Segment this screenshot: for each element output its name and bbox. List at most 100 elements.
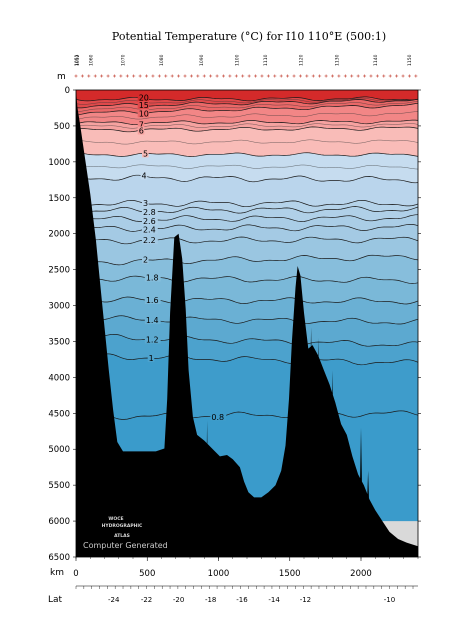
isotherm-label-1-8: 1.8 (146, 274, 159, 283)
latitude-tick-label: -22 (141, 596, 152, 604)
isotherm-label-1-6: 1.6 (146, 296, 159, 305)
isotherm-4 (76, 174, 418, 184)
distance-tick-label: 500 (139, 569, 155, 579)
isotherm-label-bg (137, 109, 149, 118)
distance-unit: km (50, 568, 64, 578)
station-label: 1140 (373, 54, 379, 66)
latitude-unit: Lat (48, 595, 63, 605)
station-label: 1120 (299, 54, 305, 66)
watermark-woce: WOCE (108, 516, 123, 522)
watermark-atlas: ATLAS (114, 533, 130, 539)
isotherm-label-10: 10 (139, 109, 149, 118)
latitude-tick-label: -16 (236, 596, 248, 604)
isotherm-label-4: 4 (142, 172, 147, 181)
isotherm-label-bg (141, 255, 149, 264)
isotherm-label-1: 1 (149, 354, 154, 363)
depth-tick-label: 2000 (48, 230, 70, 240)
isotherm-label-5: 5 (143, 149, 148, 158)
isotherm-label-bg (140, 171, 148, 180)
station-label: 1090 (199, 54, 205, 66)
watermark-hydrographic: HYDROGRAPHIC (102, 523, 143, 529)
atlas-watermark: WOCE HYDROGRAPHIC ATLAS Computer Generat… (83, 516, 168, 550)
isotherm-label-bg (141, 198, 149, 207)
isotherm-label-bg (210, 412, 227, 421)
isotherm-3 (76, 199, 418, 208)
isotherm-label-3: 3 (143, 199, 148, 208)
depth-tick-label: 1000 (48, 158, 70, 168)
temperature-bands (76, 90, 418, 420)
isotherm-label-1-4: 1.4 (146, 316, 159, 325)
depth-tick-label: 2500 (48, 266, 70, 276)
isotherm-label-bg (147, 354, 155, 363)
isotherm-1 (76, 353, 418, 366)
depth-tick-label: 1500 (48, 194, 70, 204)
isotherm-label-20: 20 (139, 94, 149, 103)
isotherm-label-2: 2 (143, 256, 148, 265)
isotherm-2 (76, 254, 418, 266)
station-label: 1060 (88, 54, 94, 66)
isotherm-label-bg (144, 296, 161, 305)
seafloor-bathymetry (76, 90, 418, 557)
distance-tick-label: 1500 (279, 569, 301, 579)
station-label: 1150 (407, 54, 413, 66)
latitude-tick-label: -24 (108, 596, 120, 604)
isotherm-2-4 (76, 224, 418, 232)
isotherm-minor (76, 97, 418, 105)
isotherm-label-1-2: 1.2 (146, 335, 159, 344)
isotherm-label-2-4: 2.4 (143, 226, 156, 235)
distance-tick-label: 2000 (350, 569, 372, 579)
isotherm-label-bg (144, 316, 161, 325)
distance-tick-label: 1000 (208, 569, 230, 579)
depth-tick-label: 5000 (48, 445, 70, 455)
latitude-tick-label: -14 (268, 596, 280, 604)
isotherm-1-8 (76, 275, 418, 284)
isotherm-6 (76, 126, 418, 133)
depth-tick-label: 3000 (48, 302, 70, 312)
isotherm-minor (76, 100, 418, 112)
isotherm-2-6 (76, 214, 418, 223)
depth-tick-label: 6000 (48, 517, 70, 527)
top-tick-marks (74, 74, 418, 78)
depth-unit-top: m (57, 72, 66, 82)
station-label: 1110 (263, 54, 269, 66)
isotherm-label-bg (137, 126, 145, 135)
isotherm-label-bg (141, 149, 149, 158)
isotherm-label-bg (144, 335, 161, 344)
depth-tick-label: 4000 (48, 373, 70, 383)
chart-title: Potential Temperature (°C) for I10 110°E… (112, 30, 386, 43)
latitude-tick-label: -18 (205, 596, 216, 604)
depth-tick-label: 5500 (48, 481, 70, 491)
isotherm-5 (76, 152, 418, 157)
depth-tick-label: 500 (54, 122, 70, 132)
distance-tick-label: 0 (73, 569, 78, 579)
isotherm-15 (76, 98, 418, 109)
latitude-tick-label: -10 (384, 596, 395, 604)
isotherm-label-bg (144, 273, 161, 282)
isotherm-2-8 (76, 206, 418, 214)
watermark-computer-generated: Computer Generated (83, 541, 168, 550)
isotherm-minor (76, 164, 418, 170)
isotherm-label-bg (141, 225, 158, 234)
isotherm-1-4 (76, 315, 418, 325)
isotherm-label-15: 15 (139, 101, 149, 110)
isotherm-label-2-8: 2.8 (143, 208, 156, 217)
isotherm-minor (76, 139, 418, 145)
depth-tick-label: 0 (65, 86, 70, 96)
isotherm-7 (76, 119, 418, 126)
isotherm-label-7: 7 (139, 121, 144, 130)
isotherm-label-bg (141, 207, 158, 216)
isotherm-label-2-6: 2.6 (143, 217, 156, 226)
band-20 (76, 90, 418, 101)
station-label: 1100 (235, 54, 241, 66)
depth-axis: 0 500 1000 1500 2000 2500 3000 3500 4000 4500 5000… (48, 86, 421, 563)
isotherm-1-2 (76, 333, 418, 347)
depth-tick-label: 4500 (48, 409, 70, 419)
station-label: 1130 (334, 54, 340, 66)
isotherm-label-bg (141, 217, 158, 226)
isotherm-label-2-2: 2.2 (143, 236, 156, 245)
isotherm-label-bg (137, 93, 149, 102)
latitude-tick-label: -20 (173, 596, 184, 604)
